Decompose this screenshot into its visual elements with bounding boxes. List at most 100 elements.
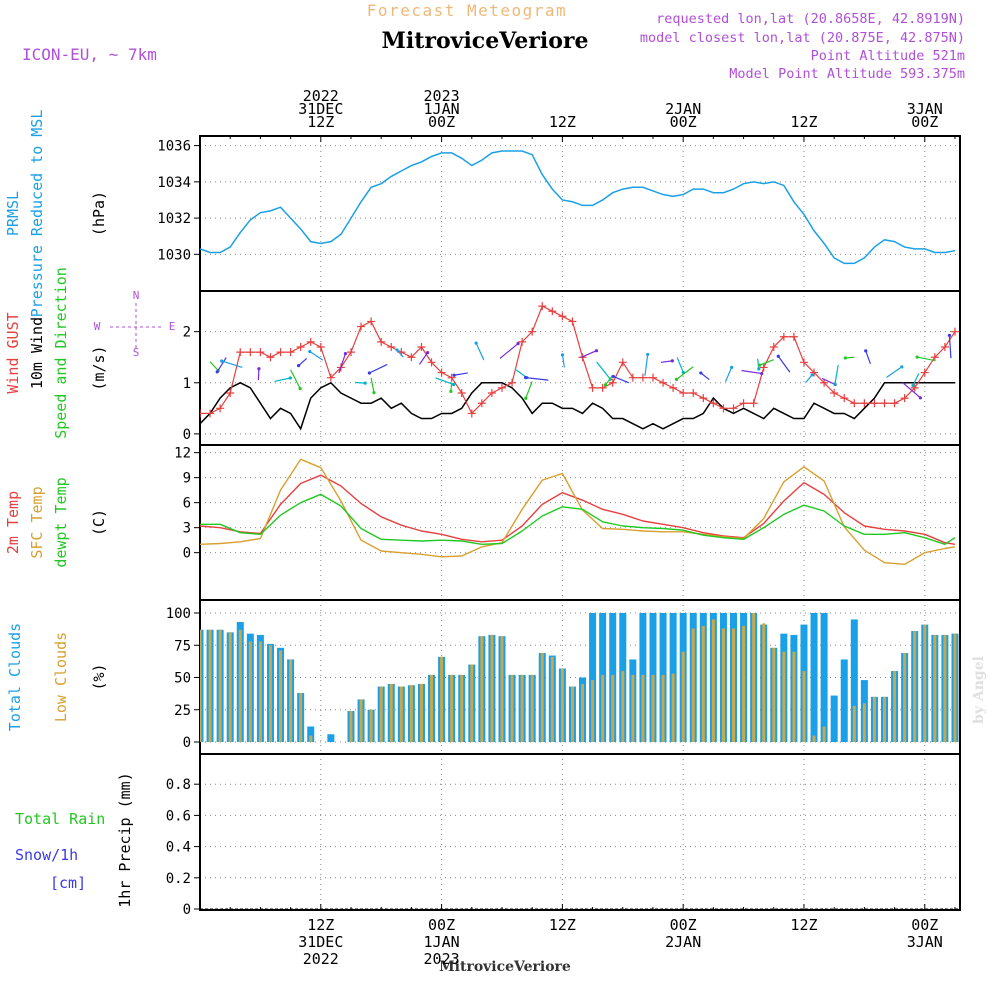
panel-2: 0 1 2 (m/s) Wind GUST 10m Wind Speed and Direc… <box>4 267 961 446</box>
total-clouds-bar <box>307 726 315 742</box>
compass-north: N <box>133 289 140 302</box>
wind-direction-arrow <box>660 360 673 363</box>
top-time-label: 12Z <box>549 113 576 131</box>
side-label: Low Clouds <box>52 632 70 722</box>
total-clouds-bar <box>830 695 838 742</box>
wind-arrow-head <box>670 359 674 363</box>
low-clouds-bar <box>671 673 675 742</box>
y-tick-label: 1036 <box>157 139 191 155</box>
wind-gust-marker <box>900 394 909 403</box>
wind-gust-marker <box>538 302 547 311</box>
wind-speed-line <box>200 381 955 431</box>
wind-direction-arrow <box>741 369 762 375</box>
low-clouds-bar <box>309 735 313 742</box>
low-clouds-bar <box>399 686 403 742</box>
low-clouds-bar <box>721 628 725 742</box>
compass-west: W <box>94 320 101 333</box>
low-clouds-bar <box>258 641 262 742</box>
wind-gust-marker <box>558 312 567 321</box>
wind-gust-marker <box>870 399 879 408</box>
low-clouds-bar <box>681 651 685 742</box>
precip-legend-unit: [cm] <box>50 874 86 892</box>
wind-gust-marker <box>306 337 315 346</box>
supertitle: Forecast Meteogram <box>367 1 567 20</box>
wind-arrow-head <box>560 353 565 357</box>
side-label: Wind GUST <box>4 312 22 393</box>
side-label: Speed and Direction <box>52 267 70 439</box>
wind-gust-marker <box>286 348 295 357</box>
wind-arrow-head <box>220 359 224 363</box>
low-clouds-bar <box>792 651 796 742</box>
y-tick-label: 0.8 <box>166 777 191 793</box>
wind-gust-marker <box>749 399 758 408</box>
y-unit-label: (hPa) <box>90 191 108 236</box>
low-clouds-bar <box>601 674 605 742</box>
watermark: by Angel <box>971 656 987 724</box>
wind-gust-marker <box>659 378 668 387</box>
wind-gust-marker <box>226 389 235 397</box>
side-label: 10m Wind <box>28 317 46 389</box>
low-clouds-bar <box>218 629 222 742</box>
side-label: Total Clouds <box>6 623 24 731</box>
wind-arrow-head <box>452 382 456 387</box>
wind-arrow-head <box>308 349 312 354</box>
top-time-label: 12Z <box>307 113 334 131</box>
y-tick-label: 2 <box>183 325 191 341</box>
wind-arrow-head <box>758 363 762 367</box>
wind-gust-marker <box>880 399 889 408</box>
y-tick-label: 1030 <box>157 247 191 263</box>
wind-gust-marker <box>427 358 436 367</box>
wind-gust-marker <box>508 378 517 387</box>
wind-gust-marker <box>910 383 919 392</box>
wind-arrow-head <box>646 352 650 357</box>
low-clouds-bar <box>631 674 635 742</box>
wind-gust-marker <box>679 389 688 397</box>
wind-direction-arrow <box>700 372 710 381</box>
low-clouds-bar <box>772 647 776 742</box>
panel-frame <box>199 290 961 446</box>
wind-arrow-head <box>603 383 608 387</box>
wind-arrow-head <box>298 386 302 391</box>
wind-gust-marker <box>860 399 869 408</box>
wind-arrow-head <box>864 349 868 353</box>
wind-gust-marker <box>246 348 255 357</box>
wind-gust-marker <box>669 383 678 392</box>
sfc-temp-line <box>200 458 956 566</box>
wind-arrow-head <box>757 367 761 371</box>
low-clouds-bar <box>268 645 272 742</box>
wind-direction-arrow <box>676 366 694 380</box>
wind-gust-marker <box>296 343 305 351</box>
wind-gust-marker <box>709 399 718 408</box>
wind-gust-marker <box>719 404 728 413</box>
wind-arrow-head <box>915 355 919 359</box>
top-time-label: 1JAN <box>424 100 460 118</box>
wind-arrow-head <box>833 382 837 386</box>
y-tick-label: 1 <box>183 376 191 392</box>
low-clouds-bar <box>691 628 695 742</box>
panel-1: 1030 1032 1034 1036 (hPa) PRMSL Pressure Reduc… <box>4 110 961 317</box>
wind-gust-marker <box>799 358 808 367</box>
panel-frame <box>199 135 961 292</box>
low-clouds-bar <box>621 671 625 742</box>
precip-legend-rain: Total Rain <box>15 810 105 828</box>
wind-direction-arrow <box>475 342 485 361</box>
wind-direction-arrow <box>821 377 836 385</box>
panel-frame <box>199 753 961 911</box>
wind-direction-arrow <box>676 357 684 373</box>
wind-arrow-head <box>524 376 528 380</box>
wind-direction-arrow <box>759 359 774 366</box>
requested-coords: requested lon,lat (20.8658E, 42.8919N) <box>656 11 965 27</box>
precip-legend-snow: Snow/1h <box>15 846 78 864</box>
low-clouds-bar <box>570 686 574 742</box>
wind-gust-marker <box>729 404 738 413</box>
wind-direction-arrow <box>221 360 243 369</box>
low-clouds-bar <box>661 674 665 742</box>
wind-gust-marker <box>598 383 607 392</box>
low-clouds-bar <box>822 726 826 742</box>
top-time-label: 2022 <box>303 87 339 105</box>
wind-arrow-head <box>611 374 615 379</box>
panel-data <box>200 302 959 431</box>
wind-arrow-head <box>372 391 376 395</box>
bottom-time-label: 00Z <box>428 916 455 934</box>
